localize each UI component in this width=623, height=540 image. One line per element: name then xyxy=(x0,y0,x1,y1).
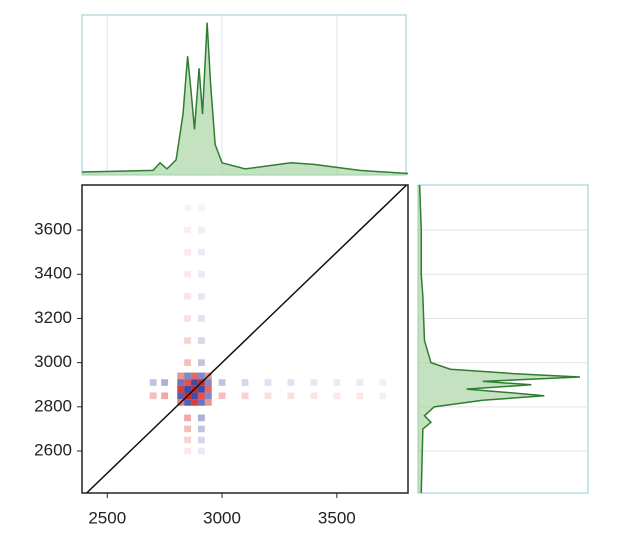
heat-cell xyxy=(264,379,272,386)
heat-cell xyxy=(197,414,205,422)
heat-cell xyxy=(197,372,205,380)
heat-cell xyxy=(379,379,387,386)
heat-cell xyxy=(184,379,192,386)
heat-cell xyxy=(161,392,169,400)
x-tick-label: 3000 xyxy=(203,508,241,527)
heat-cell xyxy=(197,270,205,278)
heat-cell xyxy=(241,392,249,400)
heat-cell xyxy=(197,315,205,322)
heat-cell xyxy=(197,293,205,300)
heat-cell xyxy=(149,392,157,400)
heat-cell xyxy=(218,392,226,400)
heatmap-area xyxy=(86,185,408,493)
heat-cell xyxy=(197,399,205,406)
spectrum-area xyxy=(82,22,408,175)
spectrum-line xyxy=(418,184,580,494)
x-tick-label: 2500 xyxy=(88,508,126,527)
heat-cell xyxy=(333,392,341,400)
y-tick-label: 3200 xyxy=(34,308,72,327)
heat-cell xyxy=(197,425,205,433)
heat-cell xyxy=(197,204,205,212)
heat-cell xyxy=(379,392,387,400)
heat-cell xyxy=(149,379,157,386)
heat-cell xyxy=(310,392,318,400)
spectrum-line xyxy=(81,22,409,175)
heat-cell xyxy=(161,379,169,386)
y-tick-label: 3400 xyxy=(34,264,72,283)
heat-cell xyxy=(177,385,185,393)
heat-cell xyxy=(184,436,192,444)
heat-cell xyxy=(184,315,192,322)
heat-cell xyxy=(177,392,185,400)
heat-cell xyxy=(184,293,192,300)
y-tick-label: 3600 xyxy=(34,220,72,239)
heat-cell xyxy=(177,379,185,386)
heat-cell xyxy=(184,372,192,380)
heat-cell xyxy=(204,385,212,393)
heat-cell xyxy=(177,372,185,380)
heat-cell xyxy=(356,379,364,386)
y-tick-label: 3000 xyxy=(34,352,72,371)
top-panel-frame xyxy=(81,14,407,176)
heat-cell xyxy=(197,447,205,455)
heat-cell xyxy=(197,385,205,393)
heat-cell xyxy=(197,226,205,234)
heat-cell xyxy=(184,204,192,212)
heat-cell xyxy=(184,414,192,422)
heat-cell xyxy=(184,337,192,344)
heat-cell xyxy=(333,379,341,386)
heat-cell xyxy=(310,379,318,386)
x-tick-label: 3500 xyxy=(318,508,356,527)
heat-cell xyxy=(184,447,192,455)
heat-cell xyxy=(197,337,205,344)
heat-cell xyxy=(191,379,198,386)
heat-cell xyxy=(191,392,198,400)
heat-cell xyxy=(264,392,272,400)
heat-cell xyxy=(184,385,192,393)
y-tick-label: 2600 xyxy=(34,441,72,460)
heat-cell xyxy=(197,248,205,256)
heat-cell xyxy=(184,248,192,256)
heat-cell xyxy=(241,379,249,386)
heat-cell xyxy=(191,399,198,406)
heat-cell xyxy=(356,392,364,400)
heat-cell xyxy=(184,399,192,406)
heat-cell xyxy=(184,226,192,234)
heat-cell xyxy=(197,359,205,366)
heat-cell xyxy=(204,379,212,386)
right-panel-frame xyxy=(417,184,589,494)
heat-cell xyxy=(204,392,212,400)
heat-cell xyxy=(218,379,226,386)
diagonal xyxy=(86,185,408,493)
heat-cell xyxy=(287,392,295,400)
spectrum-area xyxy=(418,185,580,493)
y-tick-label: 2800 xyxy=(34,396,72,415)
heat-cell xyxy=(204,399,212,406)
heat-cell xyxy=(197,392,205,400)
heat-cell xyxy=(197,436,205,444)
heat-cell xyxy=(184,425,192,433)
heat-cell xyxy=(287,379,295,386)
main-frame xyxy=(81,184,409,494)
heat-cell xyxy=(184,359,192,366)
heat-cell xyxy=(184,270,192,278)
heat-cell xyxy=(191,372,198,380)
